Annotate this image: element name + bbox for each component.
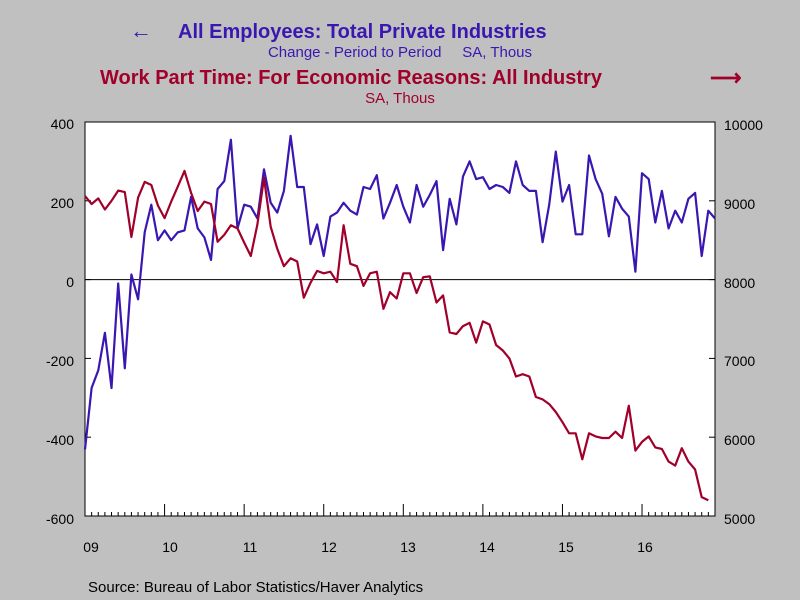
- series-line-part-time: [84, 169, 709, 502]
- right-tick-label: 9000: [724, 196, 755, 212]
- right-tick-label: 8000: [724, 275, 755, 291]
- left-tick-label: 200: [51, 195, 75, 211]
- x-tick-label: 15: [558, 539, 574, 555]
- series1-title: All Employees: Total Private Industries: [178, 21, 547, 43]
- right-tick-label: 10000: [724, 117, 763, 133]
- x-tick-label: 09: [83, 539, 99, 555]
- series-line-private-industries: [83, 134, 716, 450]
- x-tick-label: 14: [479, 539, 495, 555]
- series1-arrow: ←: [130, 18, 152, 43]
- right-tick-label: 7000: [724, 353, 755, 369]
- right-tick-label: 6000: [724, 432, 755, 448]
- left-tick-label: 400: [51, 116, 75, 132]
- series2-arrow: ⟶: [710, 65, 742, 90]
- series2-subtitle: SA, Thous: [365, 90, 435, 107]
- right-tick-label: 5000: [724, 511, 755, 527]
- left-tick-label: -400: [46, 432, 74, 448]
- left-tick-label: 0: [66, 274, 74, 290]
- x-tick-label: 11: [243, 539, 258, 555]
- x-tick-label: 16: [637, 539, 653, 555]
- source-note: Source: Bureau of Labor Statistics/Haver…: [88, 579, 423, 596]
- left-tick-label: -600: [46, 511, 74, 527]
- series2-title: Work Part Time: For Economic Reasons: Al…: [100, 67, 603, 89]
- series-layer: [83, 134, 716, 502]
- x-tick-label: 10: [162, 539, 178, 555]
- x-tick-label: 13: [400, 539, 416, 555]
- series1-subtitle: Change - Period to Period SA, Thous: [268, 44, 532, 61]
- left-tick-label: -200: [46, 353, 74, 369]
- x-tick-label: 12: [321, 539, 337, 555]
